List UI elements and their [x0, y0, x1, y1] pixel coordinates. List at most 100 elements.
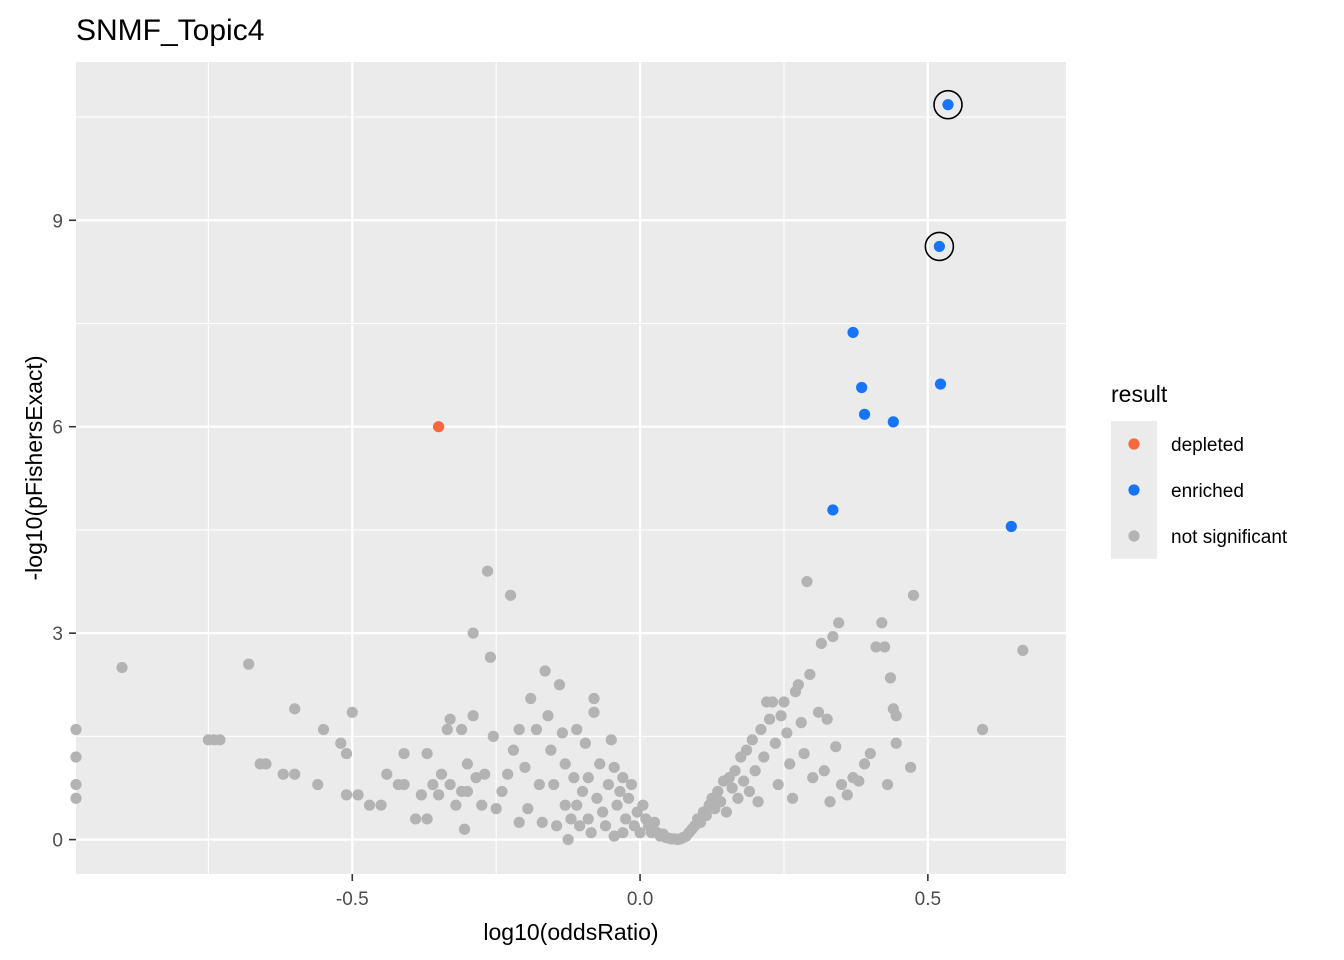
data-point [571, 799, 583, 811]
data-point [597, 806, 609, 818]
highlight-ring [933, 89, 963, 120]
data-point [579, 737, 591, 749]
data-point [732, 792, 744, 804]
y-tick-label: 9 [52, 211, 63, 232]
data-point [617, 827, 629, 839]
data-point [533, 778, 545, 791]
data-point [870, 641, 882, 653]
data-point [934, 378, 947, 390]
data-point [450, 799, 462, 811]
data-point [582, 772, 594, 784]
chart-title: SNMF_Topic4 [76, 14, 264, 47]
data-point [933, 240, 945, 253]
data-point [441, 723, 453, 736]
data-point [289, 703, 301, 715]
data-point [625, 778, 638, 791]
data-point [786, 792, 799, 804]
data-point [415, 789, 427, 801]
data-point [539, 665, 551, 677]
data-point [340, 747, 353, 760]
data-point [890, 710, 902, 722]
data-point [749, 765, 761, 777]
data-point [433, 789, 445, 801]
data-point [444, 778, 456, 791]
data-point [458, 823, 471, 835]
data-point [591, 792, 603, 804]
data-point [476, 799, 488, 811]
data-point [574, 820, 586, 832]
data-point [504, 589, 517, 601]
data-point [758, 751, 770, 763]
y-tick-label: 3 [52, 624, 63, 645]
data-point [542, 710, 554, 722]
legend-label: not significant [1171, 527, 1288, 548]
data-point [1005, 520, 1017, 533]
data-point [444, 713, 456, 725]
data-point [778, 696, 790, 708]
data-point [856, 381, 868, 394]
grid-minor [76, 62, 1066, 874]
x-tick-label: -0.5 [336, 889, 369, 910]
y-axis: 0 3 6 9 [52, 211, 76, 852]
data-point [720, 806, 733, 818]
data-point [536, 816, 548, 828]
data-point [795, 717, 807, 729]
data-point [824, 796, 836, 808]
data-point [881, 778, 894, 791]
x-tick-label: 0.0 [627, 889, 653, 910]
data-point [752, 796, 764, 808]
data-point [884, 672, 897, 684]
legend-marker [1128, 438, 1140, 450]
data-point [858, 758, 871, 770]
data-point [827, 504, 839, 516]
data-point [551, 820, 563, 832]
highlight-rings [924, 89, 963, 262]
data-point [634, 827, 646, 839]
data-point [712, 785, 724, 798]
data-point [548, 778, 560, 791]
data-point [381, 768, 393, 780]
data-point [769, 737, 781, 749]
data-point [772, 778, 784, 791]
data-point [907, 589, 920, 601]
legend-marker [1128, 530, 1140, 542]
data-point [792, 679, 804, 691]
legend-label: enriched [1171, 481, 1244, 502]
data-point [830, 741, 842, 753]
data-point [890, 737, 902, 749]
highlight-ring [924, 231, 955, 262]
data-point [484, 651, 497, 663]
data-point [513, 816, 525, 828]
data-point [622, 792, 635, 804]
data-point [398, 747, 410, 760]
data-point [781, 727, 793, 739]
data-point [421, 747, 433, 760]
data-point [70, 723, 82, 736]
data-point [611, 799, 623, 811]
data-point [519, 761, 531, 773]
legend-title: result [1111, 381, 1168, 407]
data-point [853, 775, 865, 787]
data-point [827, 630, 839, 643]
data-point [335, 737, 347, 749]
y-tick-label: 6 [52, 418, 63, 439]
data-point [559, 758, 571, 770]
data-point [858, 408, 871, 420]
data-point [479, 768, 491, 780]
data-point [821, 713, 833, 725]
data-point [375, 799, 387, 811]
data-point [976, 723, 989, 736]
data-point [833, 617, 845, 629]
data-point [116, 661, 128, 674]
data-point [1017, 644, 1029, 656]
data-point [435, 768, 448, 780]
data-point [841, 789, 853, 801]
data-point [409, 813, 422, 825]
data-point [70, 751, 82, 763]
data-point [565, 813, 577, 825]
data-point [243, 658, 255, 670]
data-point [496, 785, 508, 798]
data-point [576, 785, 589, 798]
data-point [815, 637, 827, 650]
data-point [594, 758, 606, 770]
